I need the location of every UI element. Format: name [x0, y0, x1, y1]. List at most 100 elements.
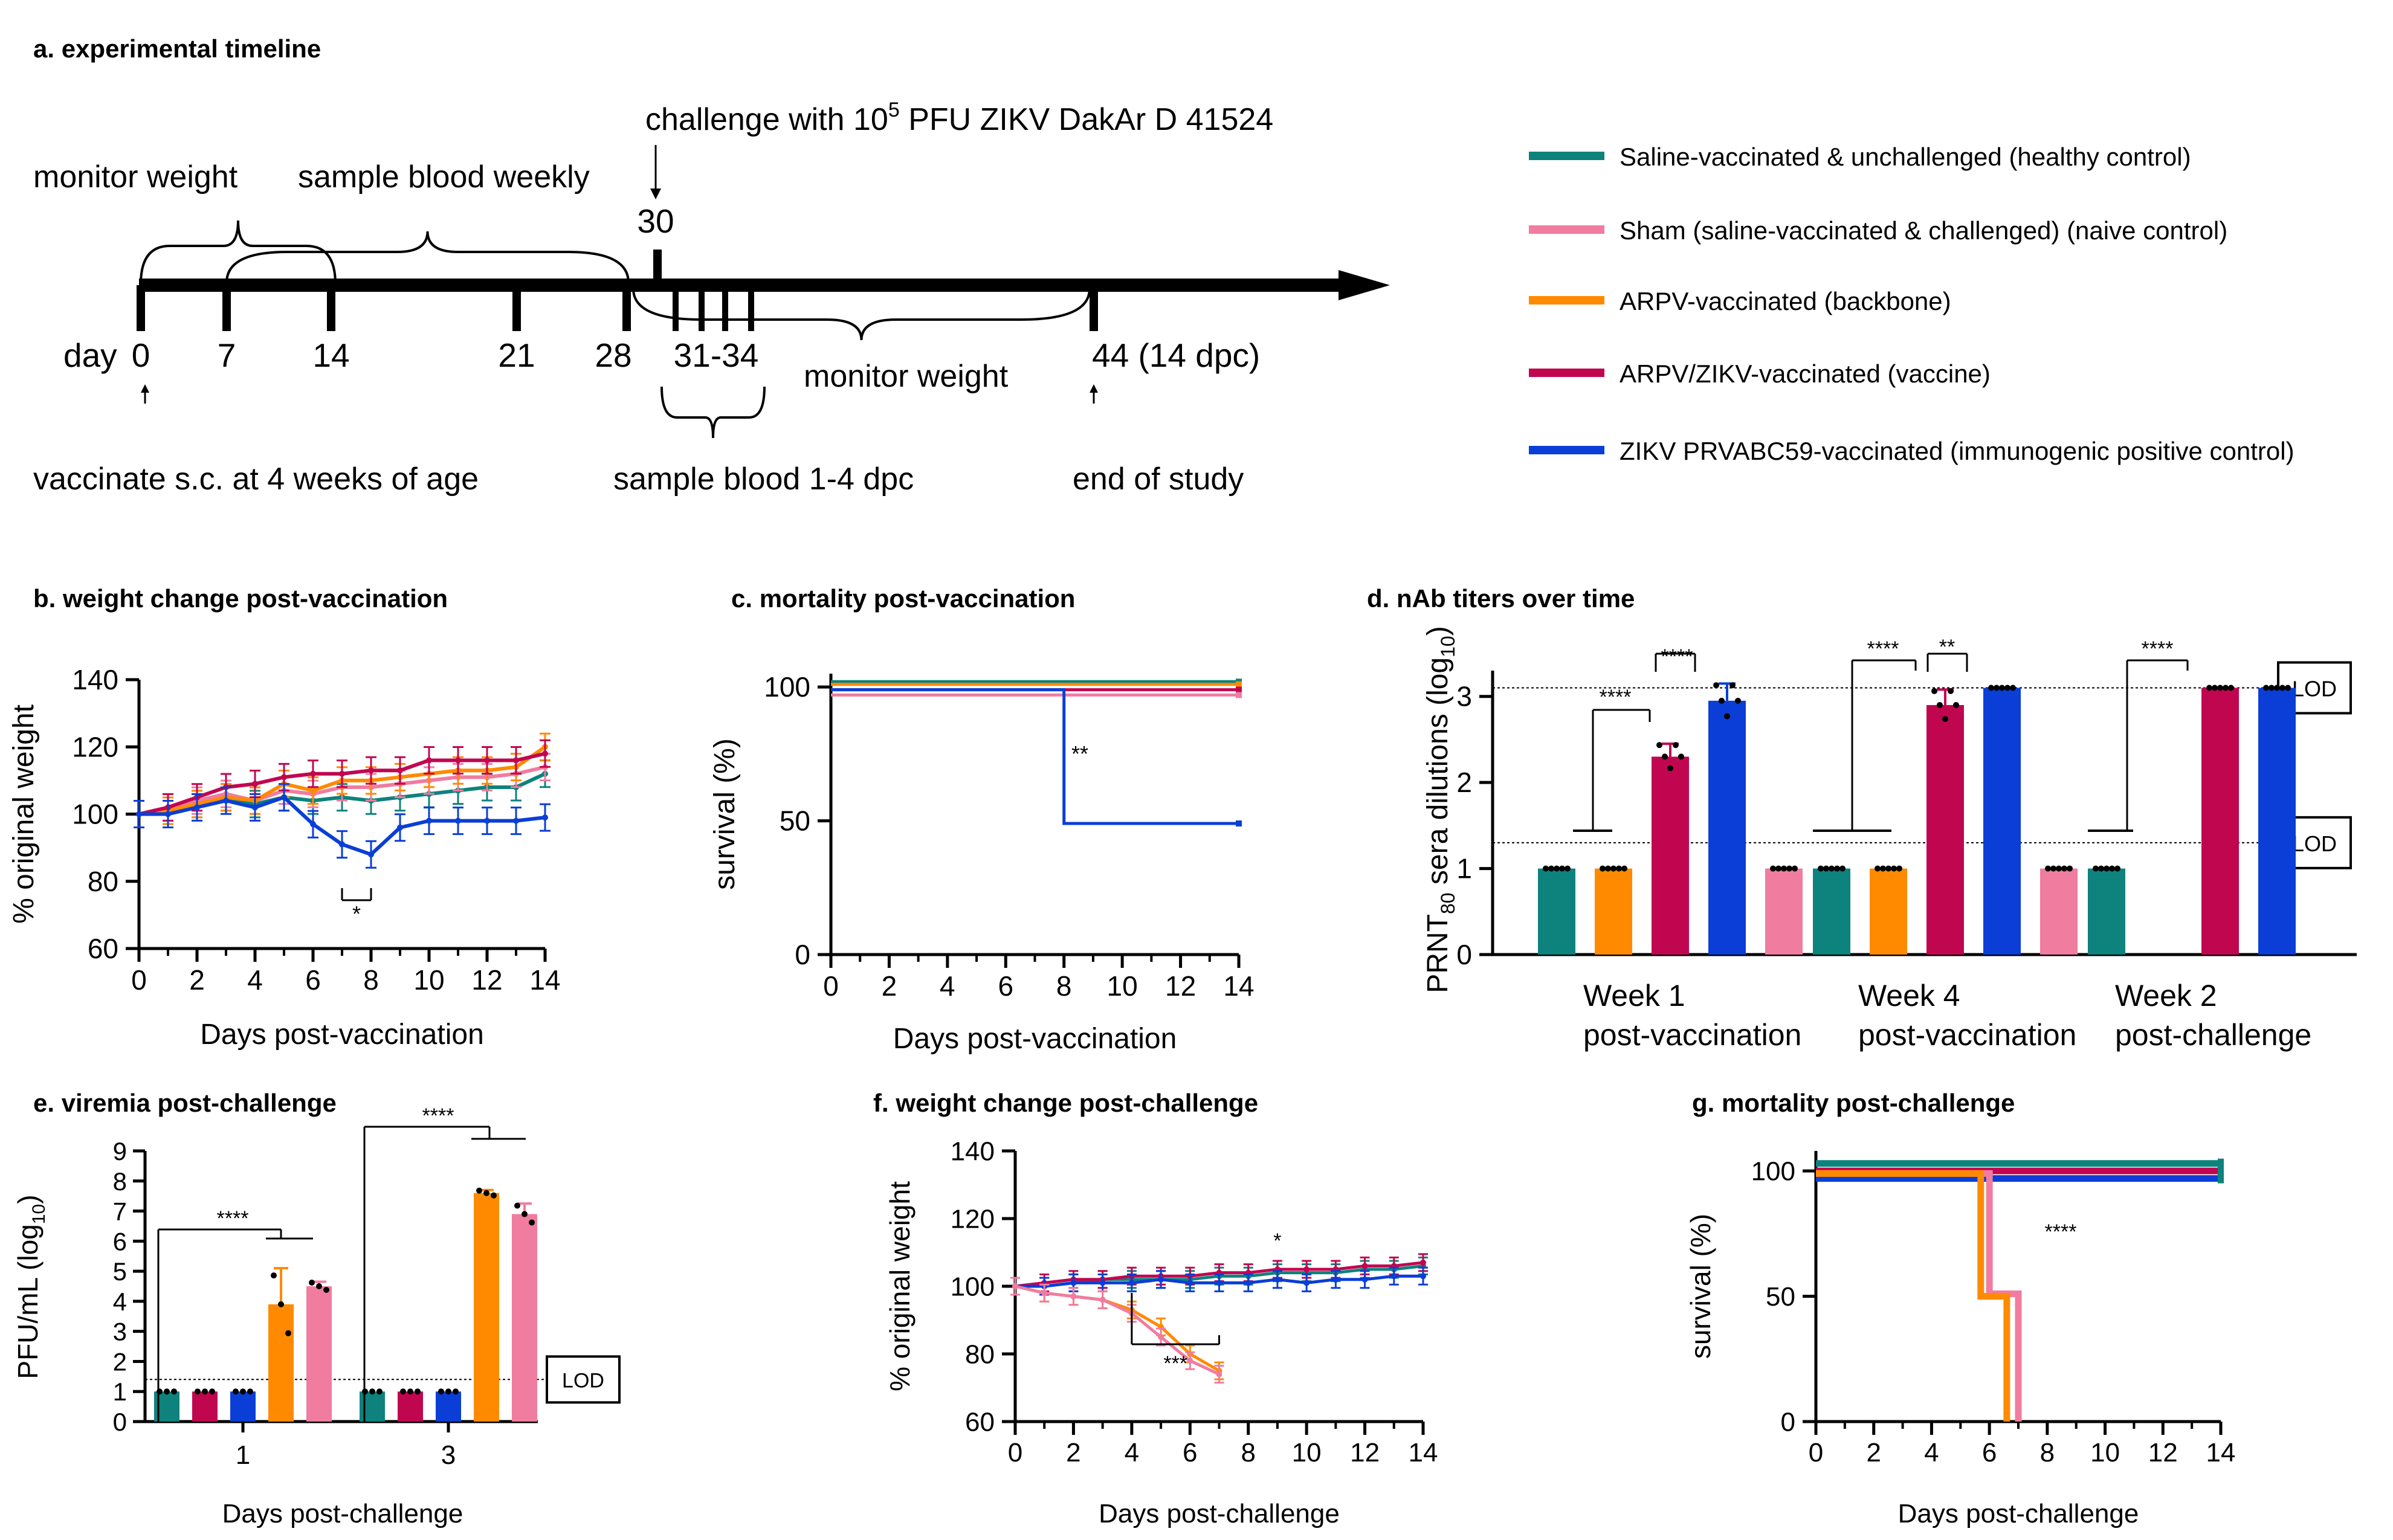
data-dot [445, 1388, 451, 1395]
bar [1926, 704, 1964, 955]
bar [360, 1391, 385, 1422]
survival-end-marker [1236, 692, 1242, 698]
y-tick-label: 100 [72, 799, 118, 830]
bar [2201, 688, 2239, 955]
bar [1708, 700, 1746, 955]
panel-f: f. weight change post-challenge608010012… [873, 1089, 1438, 1529]
x-tick-label: 14 [2206, 1438, 2236, 1468]
brace-sample-dpc [660, 386, 766, 439]
data-dot [316, 1283, 322, 1289]
y-tick-label: 140 [72, 664, 118, 695]
legend-label: ZIKV PRVABC59-vaccinated (immunogenic po… [1620, 437, 2295, 465]
data-dot [476, 1187, 482, 1194]
day-number: 28 [595, 337, 631, 374]
label-sample-weekly: sample blood weekly [298, 159, 590, 195]
x-tick-label: 14 [1409, 1438, 1438, 1468]
data-dot [1656, 742, 1662, 749]
bar [1870, 868, 1907, 955]
data-point [310, 787, 316, 794]
lod-label: LOD [562, 1369, 604, 1392]
x-tick-label: 14 [1223, 970, 1254, 1002]
data-point [542, 814, 548, 821]
data-dot [2228, 685, 2234, 691]
data-dot [1829, 865, 1835, 872]
data-point [542, 750, 548, 757]
y-axis-label: PFU/mL (log10) [12, 1194, 49, 1379]
data-dot [2212, 685, 2218, 691]
y-tick-label: 80 [965, 1339, 995, 1369]
data-dot [278, 1301, 284, 1307]
day-label: day [63, 337, 117, 374]
data-dot [171, 1388, 177, 1395]
data-point [1274, 1276, 1280, 1283]
data-point [1390, 1273, 1397, 1280]
y-tick-label: 100 [1751, 1157, 1795, 1187]
data-dot [1896, 865, 1902, 872]
x-tick-label: 4 [247, 964, 263, 996]
data-point [1099, 1297, 1106, 1303]
data-point [1070, 1280, 1077, 1286]
group-label: Week 2 [2115, 979, 2217, 1013]
day-number: 7 [218, 337, 236, 374]
data-point [1216, 1280, 1222, 1286]
challenge-text: challenge with 10 [645, 102, 888, 137]
group-label: post-vaccination [1858, 1018, 2076, 1052]
significance-label: *** [1163, 1352, 1187, 1375]
ylabel-sub: 10 [29, 1204, 49, 1224]
x-tick-label: 4 [940, 970, 955, 1002]
y-tick-label: 3 [1456, 681, 1472, 712]
ylabel-part: PFU/mL (log [12, 1224, 44, 1379]
data-dot [1818, 865, 1824, 872]
data-point [1361, 1276, 1368, 1283]
data-dot [1942, 716, 1948, 723]
data-point [1420, 1259, 1426, 1266]
data-dot [2061, 865, 2067, 872]
significance-label: **** [422, 1104, 454, 1127]
data-dot [1781, 865, 1787, 872]
bar [1813, 868, 1850, 955]
data-point [1420, 1273, 1426, 1280]
data-dot [323, 1286, 329, 1293]
significance-label: ** [1071, 741, 1088, 766]
data-dot [1775, 865, 1781, 872]
x-axis-label: Days post-challenge [1099, 1499, 1340, 1529]
x-tick-label: 0 [1809, 1438, 1823, 1468]
x-tick-label: 6 [305, 964, 321, 996]
data-dot [483, 1190, 489, 1196]
label-sample-dpc: sample blood 1-4 dpc [613, 462, 914, 497]
data-dot [491, 1192, 497, 1199]
panel-g: g. mortality post-challenge 0 50 100 0 2 4 6 8 10… [1685, 1089, 2235, 1529]
y-tick-label: 9 [113, 1137, 127, 1165]
x-tick-label: 12 [471, 964, 502, 996]
legend-label: Saline-vaccinated & unchallenged (health… [1620, 143, 2191, 171]
data-point [426, 817, 432, 824]
panel-title: f. weight change post-challenge [873, 1089, 1258, 1117]
x-tick-label: 0 [823, 970, 839, 1002]
group-label: post-challenge [2115, 1018, 2311, 1052]
data-point [368, 851, 374, 858]
data-dot [1724, 713, 1730, 720]
data-dot [1662, 753, 1668, 760]
data-dot [1735, 697, 1741, 704]
significance-label: ** [1939, 636, 1955, 659]
ylabel-part: ) [1422, 626, 1454, 636]
data-dot [1605, 865, 1611, 872]
data-point [1332, 1276, 1339, 1283]
data-point [223, 797, 229, 804]
data-dot [309, 1280, 315, 1286]
x-tick-label: 8 [1056, 970, 1072, 1002]
bar [1652, 756, 1689, 955]
data-dot [1616, 865, 1622, 872]
x-tick-label: 2 [189, 964, 205, 996]
y-tick-label: 8 [113, 1167, 127, 1196]
bar [2258, 688, 2296, 955]
data-dot [2093, 865, 2099, 872]
panel-a-title: a. experimental timeline [33, 34, 321, 63]
significance-label: **** [1867, 637, 1899, 660]
data-dot [2050, 865, 2056, 872]
significance-label: **** [1661, 645, 1693, 668]
data-point [310, 821, 316, 828]
x-tick-label: 2 [1866, 1438, 1881, 1468]
ylabel-sub: 10 [1437, 636, 1459, 657]
